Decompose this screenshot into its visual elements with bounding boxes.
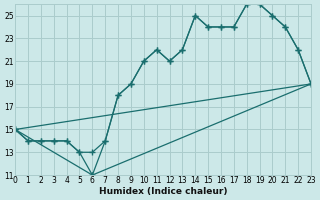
X-axis label: Humidex (Indice chaleur): Humidex (Indice chaleur)	[99, 187, 227, 196]
